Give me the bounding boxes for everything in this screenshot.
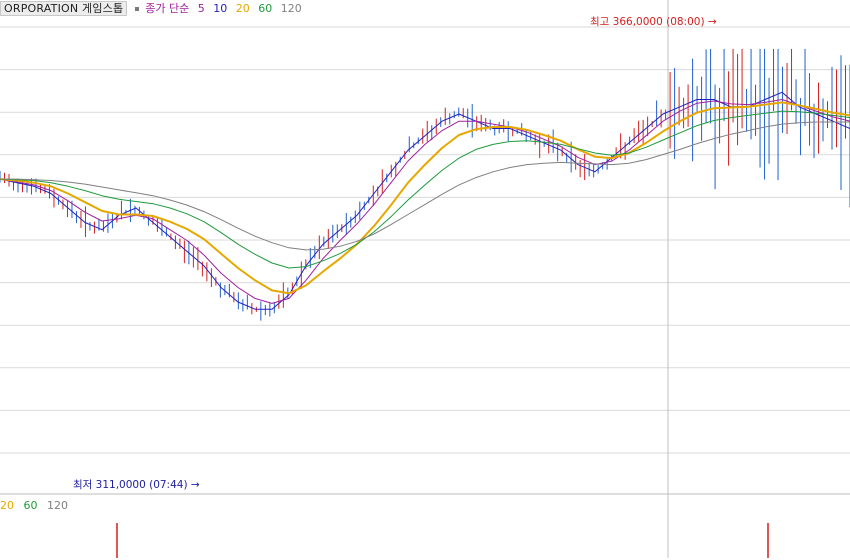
volume-header: 20 60 120 <box>0 498 74 513</box>
ma-5-label: 5 <box>197 2 205 15</box>
ma-60-label: 60 <box>258 2 273 15</box>
ma-10-label: 10 <box>213 2 228 15</box>
chart-header: ORPORATION 게임스톱 종가 단순 5 10 20 60 120 <box>0 0 307 17</box>
square-icon <box>134 6 139 11</box>
moving-averages <box>0 91 850 310</box>
high-label: 최고 366,0000 (08:00) <box>590 16 705 28</box>
vol-ma-60-label: 60 <box>23 499 38 512</box>
low-annotation: 최저 311,0000 (07:44) → <box>73 477 200 492</box>
indicator-label: 종가 단순 <box>145 2 190 15</box>
symbol-label[interactable]: ORPORATION 게임스톱 <box>0 1 128 16</box>
ma-120-line <box>0 121 850 251</box>
arrow-right-icon: → <box>707 16 717 28</box>
ma-120-label: 120 <box>280 2 302 15</box>
high-annotation: 최고 366,0000 (08:00) → <box>590 14 717 29</box>
ma-20-line <box>0 101 850 295</box>
ma-20-label: 20 <box>235 2 250 15</box>
vol-ma-120-label: 120 <box>47 499 68 512</box>
vol-ma-20-label: 20 <box>0 499 14 512</box>
ma-60-line <box>0 110 850 269</box>
volume-bars <box>116 523 769 558</box>
price-bars <box>0 48 850 321</box>
low-label: 최저 311,0000 (07:44) <box>73 479 188 491</box>
arrow-right-icon: → <box>190 479 200 491</box>
ma-5-line <box>0 91 850 310</box>
ma-10-line <box>0 99 850 304</box>
